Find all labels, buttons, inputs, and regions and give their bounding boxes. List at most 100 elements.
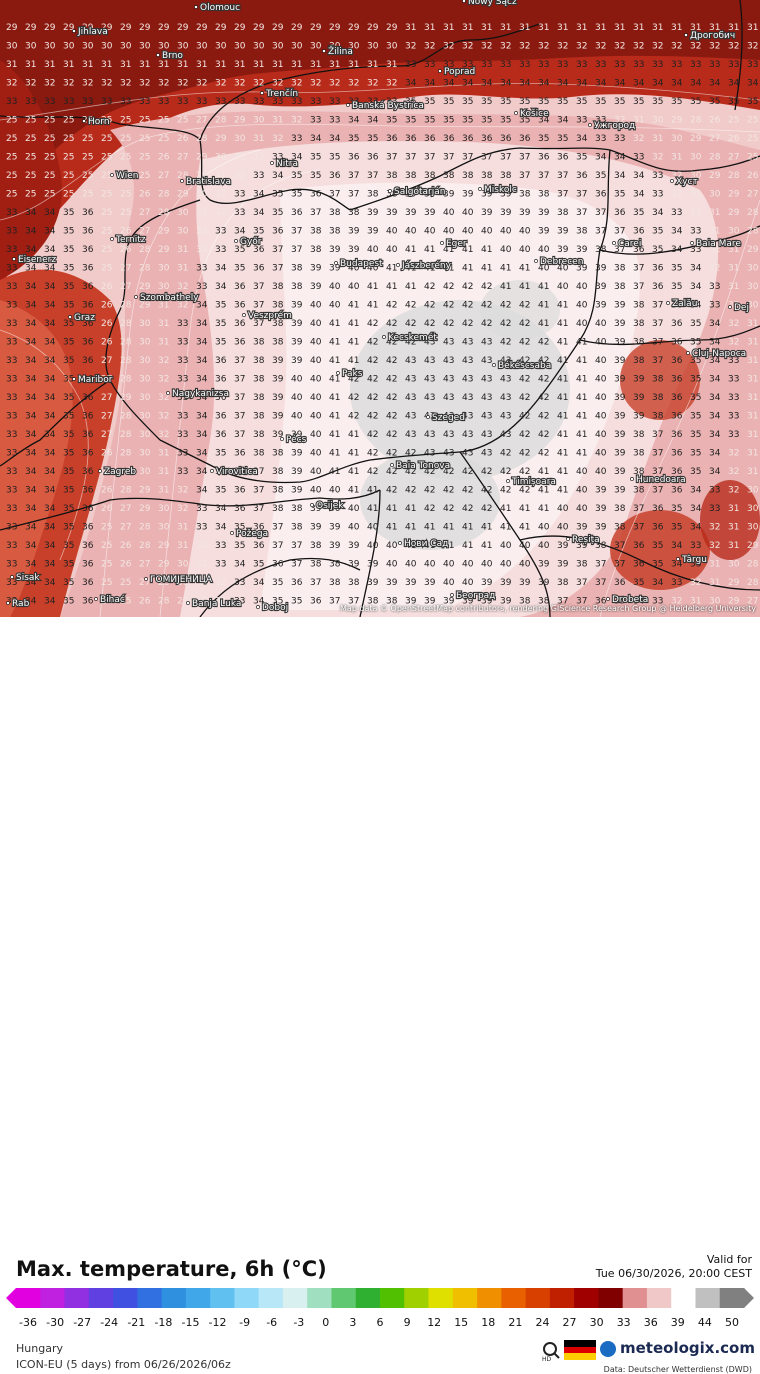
temp-value: 33 [652, 190, 663, 200]
temp-value: 32 [177, 486, 188, 496]
temp-value: 32 [158, 393, 169, 403]
temp-value: 34 [234, 227, 246, 237]
temp-value: 33 [348, 97, 359, 107]
temp-value: 39 [614, 375, 626, 385]
temp-value: 32 [652, 42, 663, 52]
temp-value: 40 [576, 467, 588, 477]
temp-value: 31 [310, 60, 321, 70]
temp-value: 32 [728, 467, 739, 477]
temp-value: 43 [443, 393, 454, 403]
temp-value: 37 [633, 523, 644, 533]
temp-value: 36 [576, 171, 588, 181]
city-label: Târgu [681, 555, 707, 565]
city-marker [68, 315, 72, 319]
temp-value: 33 [234, 97, 245, 107]
temp-value: 38 [329, 227, 341, 237]
temp-value: 40 [519, 560, 531, 570]
temp-value: 42 [443, 467, 454, 477]
temp-value: 35 [63, 319, 74, 329]
city-marker [588, 123, 592, 127]
temp-value: 32 [386, 79, 397, 89]
scale-swatch [64, 1288, 90, 1308]
temp-value: 35 [557, 134, 568, 144]
temp-value: 33 [234, 208, 245, 218]
temp-value: 33 [6, 208, 17, 218]
temp-value: 30 [310, 42, 322, 52]
temp-value: 43 [405, 393, 416, 403]
max-temp-core [350, 300, 570, 480]
temp-value: 28 [120, 356, 132, 366]
temp-value: 39 [595, 264, 607, 274]
temp-value: 33 [215, 560, 226, 570]
temp-value: 32 [690, 42, 701, 52]
temp-value: 37 [557, 190, 568, 200]
temp-value: 35 [652, 227, 663, 237]
scale-tick-label: -36 [19, 1316, 37, 1329]
brand-name[interactable]: meteologix.com [620, 1339, 755, 1357]
temp-value: 32 [215, 190, 226, 200]
temp-value: 32 [709, 523, 720, 533]
scale-swatch [210, 1288, 235, 1308]
temp-value: 34 [44, 412, 56, 422]
temp-value: 39 [576, 245, 588, 255]
scale-tick-label: -6 [266, 1316, 277, 1329]
temp-value: 26 [139, 190, 151, 200]
city-label: Horn [88, 117, 110, 127]
temp-value: 35 [538, 97, 549, 107]
temp-value: 34 [25, 486, 37, 496]
temperature-map[interactable]: 29 29 29 29 29 29 29 29 29 29 29 29 29 29 29 29 29 29 29 29… [0, 0, 760, 617]
legend-footer: Max. temperature, 6h (°C) Valid for Tue … [0, 617, 760, 1374]
city-marker [242, 313, 246, 317]
temp-value: 29 [215, 23, 227, 33]
temp-value: 33 [177, 430, 188, 440]
temp-value: 25 [63, 171, 74, 181]
temp-value: 33 [44, 97, 55, 107]
temp-value: 38 [614, 523, 626, 533]
temp-value: 33 [177, 356, 188, 366]
temp-value: 41 [576, 356, 587, 366]
temp-value: 36 [82, 245, 94, 255]
temp-value: 39 [576, 541, 588, 551]
temp-value: 30 [196, 42, 208, 52]
temp-value: 39 [633, 393, 645, 403]
temp-value: 40 [576, 319, 588, 329]
temp-value: 30 [348, 42, 360, 52]
temp-value: 37 [310, 208, 321, 218]
temp-value: 35 [481, 116, 492, 126]
temp-value: 33 [253, 171, 264, 181]
temp-value: 36 [671, 301, 683, 311]
temp-value: 25 [63, 134, 74, 144]
temp-value: 40 [329, 504, 341, 514]
temp-value: 39 [500, 597, 512, 607]
temp-value: 39 [348, 227, 360, 237]
temp-value: 34 [690, 523, 702, 533]
temp-value: 39 [462, 190, 474, 200]
city-label: Virovitica [216, 467, 258, 477]
temp-value: 31 [747, 356, 758, 366]
temp-value: 28 [177, 171, 189, 181]
temp-value: 40 [310, 356, 322, 366]
temp-value: 25 [120, 578, 131, 588]
temp-value: 41 [348, 301, 359, 311]
temp-value: 29 [728, 578, 740, 588]
temp-value: 39 [272, 430, 284, 440]
temp-value: 34 [747, 79, 759, 89]
temp-value: 36 [215, 393, 227, 403]
temp-value: 40 [462, 208, 474, 218]
temp-value: 31 [272, 116, 283, 126]
temp-value: 35 [500, 97, 511, 107]
temp-value: 40 [500, 541, 512, 551]
scale-swatch [428, 1288, 454, 1308]
temp-value: 35 [63, 338, 74, 348]
city-label: Paks [342, 369, 363, 379]
temp-value: 25 [101, 134, 112, 144]
temp-value: 35 [690, 393, 701, 403]
city-marker [440, 241, 444, 245]
temp-value: 41 [481, 541, 492, 551]
temp-value: 42 [386, 393, 397, 403]
temp-value: 29 [728, 190, 740, 200]
temp-value: 36 [82, 578, 94, 588]
temp-value: 42 [386, 412, 397, 422]
hd-zoom-icon[interactable]: HD [540, 1340, 562, 1362]
temp-value: 34 [690, 264, 702, 274]
